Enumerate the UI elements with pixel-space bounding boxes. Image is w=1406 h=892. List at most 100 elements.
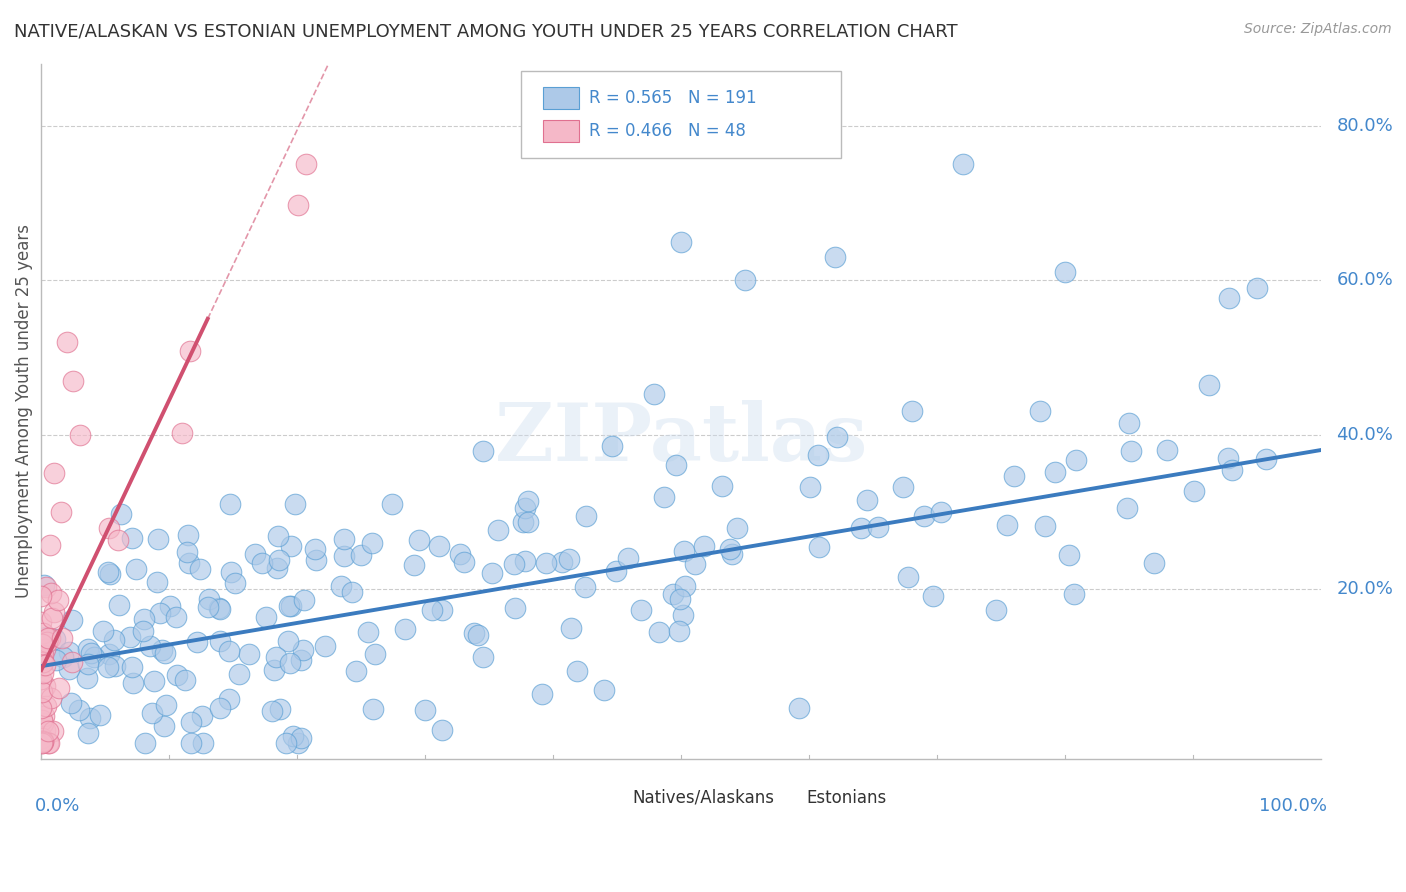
Point [30, 615, 52, 629]
Point [280, 539, 302, 553]
Text: 60.0%: 60.0% [1337, 271, 1393, 289]
Point [486, 524, 509, 538]
Point [668, 624, 690, 639]
Point [274, 736, 297, 750]
Point [673, 579, 696, 593]
Point [224, 575, 246, 590]
Point [134, 736, 156, 750]
Point [155, 646, 177, 660]
Point [149, 607, 172, 621]
Point [179, 556, 201, 570]
Point [46, 592, 69, 607]
Point [38, 736, 60, 750]
Point [31, 736, 53, 750]
Point [551, 555, 574, 569]
Point [512, 515, 534, 529]
Point [600, 439, 623, 453]
Point [198, 592, 221, 607]
Point [360, 535, 382, 549]
Point [824, 250, 846, 264]
Point [1198, 377, 1220, 392]
Point [266, 561, 288, 575]
FancyBboxPatch shape [773, 789, 801, 806]
Point [449, 547, 471, 561]
Point [186, 635, 208, 649]
Point [287, 736, 309, 750]
Point [264, 650, 287, 665]
Point [364, 647, 387, 661]
Point [89, 708, 111, 723]
Point [146, 575, 169, 590]
Point [617, 550, 640, 565]
Text: 0.0%: 0.0% [35, 797, 80, 815]
Point [60, 655, 83, 669]
Point [52, 649, 75, 664]
Point [560, 621, 582, 635]
Point [93, 624, 115, 638]
Point [787, 700, 810, 714]
Point [31, 735, 53, 749]
Point [42, 724, 65, 739]
Point [180, 736, 202, 750]
Point [143, 674, 166, 689]
Point [67, 703, 90, 717]
Point [413, 703, 436, 717]
Point [531, 687, 554, 701]
Point [1057, 548, 1080, 562]
Point [574, 580, 596, 594]
Point [34, 723, 56, 738]
Point [98, 521, 121, 535]
Point [408, 533, 430, 548]
Point [30, 700, 52, 714]
FancyBboxPatch shape [543, 87, 579, 109]
Point [31, 715, 53, 730]
Point [432, 603, 454, 617]
Point [176, 545, 198, 559]
Point [107, 533, 129, 547]
Point [278, 599, 301, 613]
Point [58, 645, 80, 659]
Point [254, 609, 277, 624]
Point [471, 649, 494, 664]
Point [188, 562, 211, 576]
Point [121, 659, 143, 673]
Point [208, 701, 231, 715]
Point [35, 580, 58, 594]
Point [1256, 452, 1278, 467]
Point [172, 425, 194, 440]
Point [329, 579, 352, 593]
Point [76, 671, 98, 685]
Point [1118, 416, 1140, 430]
Point [32, 578, 55, 592]
Point [1218, 291, 1240, 305]
Point [83, 650, 105, 665]
Point [502, 558, 524, 572]
Point [363, 702, 385, 716]
Text: R = 0.565   N = 191: R = 0.565 N = 191 [589, 89, 756, 107]
Point [79, 711, 101, 725]
Point [42, 466, 65, 480]
Point [34, 698, 56, 713]
Point [166, 668, 188, 682]
Point [333, 549, 356, 563]
FancyBboxPatch shape [543, 120, 579, 142]
Point [31, 685, 53, 699]
Point [284, 497, 307, 511]
Point [219, 566, 242, 580]
Point [35, 630, 58, 644]
Point [683, 557, 706, 571]
Point [132, 611, 155, 625]
Point [34, 709, 56, 723]
Point [710, 479, 733, 493]
Point [995, 517, 1018, 532]
Point [39, 586, 62, 600]
Point [121, 675, 143, 690]
FancyBboxPatch shape [522, 71, 841, 158]
Point [97, 565, 120, 579]
Point [534, 556, 557, 570]
Point [31, 713, 53, 727]
Point [277, 633, 299, 648]
Point [148, 532, 170, 546]
Point [280, 599, 302, 614]
Point [32, 665, 55, 680]
